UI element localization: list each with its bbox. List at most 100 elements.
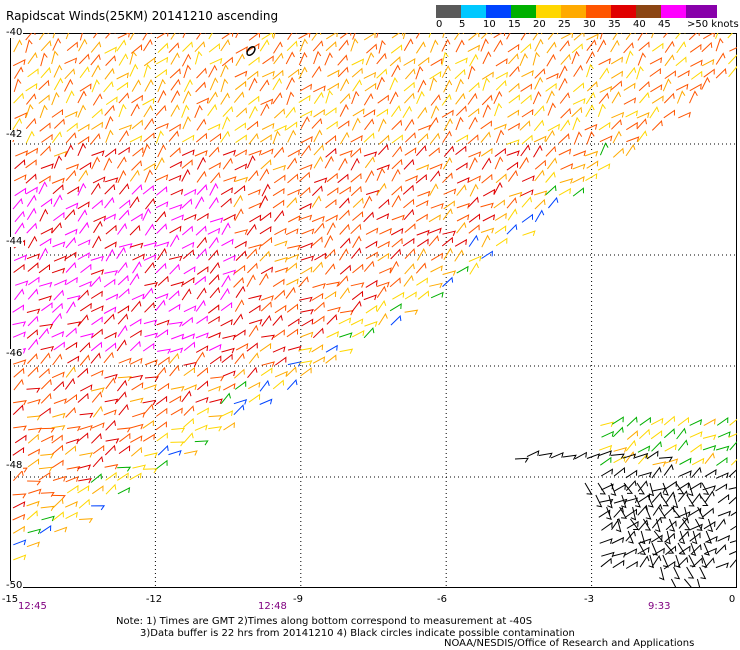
- wind-barb: [27, 480, 42, 486]
- wind-barb: [233, 329, 246, 338]
- wind-barb: [626, 430, 638, 440]
- wind-barb: [574, 451, 588, 460]
- wind-barb: [25, 39, 33, 53]
- wind-barb: [311, 33, 322, 41]
- wind-barb: [376, 108, 389, 117]
- wind-barb: [117, 427, 131, 433]
- wind-barb: [378, 118, 387, 132]
- wind-barb: [144, 261, 155, 274]
- wind-barb: [91, 199, 103, 210]
- wind-barb: [272, 278, 285, 288]
- wind-barb: [274, 304, 287, 314]
- wind-barb: [170, 78, 181, 91]
- wind-barb: [38, 33, 49, 41]
- wind-barb: [26, 387, 41, 393]
- wind-barb: [624, 548, 638, 556]
- wind-barb: [339, 237, 351, 249]
- wind-barb: [26, 415, 41, 421]
- wind-barb: [130, 213, 143, 222]
- wind-barb: [234, 208, 244, 221]
- wind-barb: [649, 106, 660, 119]
- wind-barb: [443, 79, 453, 93]
- wind-barb: [508, 94, 520, 104]
- wind-barb: [707, 518, 714, 533]
- wind-barb: [428, 235, 440, 247]
- wind-barb: [651, 542, 658, 556]
- wind-barb: [468, 213, 481, 223]
- wind-barb: [623, 482, 634, 494]
- wind-barb: [169, 395, 182, 404]
- wind-barb: [468, 224, 480, 234]
- wind-barb: [506, 161, 519, 171]
- wind-barb: [104, 183, 116, 195]
- wind-barb: [103, 81, 114, 93]
- wind-barb: [117, 274, 129, 286]
- wind-barb: [550, 451, 564, 459]
- wind-barb: [105, 471, 117, 481]
- wind-barb: [142, 33, 152, 41]
- wind-barb: [38, 367, 50, 378]
- wind-barb: [376, 213, 390, 221]
- wind-barb: [13, 378, 24, 391]
- wind-barb: [429, 163, 443, 170]
- wind-barb: [715, 483, 728, 492]
- wind-barb: [417, 124, 431, 131]
- wind-barb: [715, 33, 719, 39]
- wind-barb: [467, 65, 476, 80]
- wind-barb: [534, 38, 544, 52]
- wind-barb: [313, 315, 325, 325]
- wind-barb: [639, 91, 650, 104]
- wind-barb: [196, 184, 208, 195]
- wind-barb: [699, 494, 709, 506]
- wind-barb: [27, 235, 38, 249]
- wind-barb: [208, 426, 223, 432]
- wind-barb: [51, 50, 59, 65]
- wind-barb: [129, 33, 139, 41]
- wind-barb: [546, 53, 556, 67]
- wind-barb: [364, 118, 375, 131]
- wind-barb: [729, 441, 737, 451]
- wind-barb: [665, 520, 677, 531]
- wind-barb: [636, 112, 650, 119]
- wind-barb: [169, 263, 180, 275]
- wind-barb: [613, 506, 624, 518]
- wind-barb: [208, 332, 221, 339]
- wind-barb: [105, 293, 119, 301]
- wind-barb: [639, 416, 651, 426]
- wind-barb: [701, 554, 708, 568]
- wind-barb: [170, 104, 180, 117]
- wind-barb: [285, 106, 296, 119]
- wind-barb: [429, 183, 439, 196]
- wind-barb: [390, 105, 402, 117]
- wind-barb: [103, 409, 117, 416]
- wind-barb: [691, 457, 705, 466]
- lon-label: -3: [584, 594, 594, 605]
- wind-barb: [118, 243, 133, 249]
- legend-label: 10: [483, 19, 496, 30]
- wind-barb: [12, 321, 27, 327]
- wind-barb: [403, 57, 416, 66]
- wind-barb: [155, 395, 168, 405]
- wind-barb: [597, 163, 611, 171]
- wind-barb: [77, 201, 90, 210]
- wind-barb: [494, 225, 507, 234]
- wind-barb: [12, 331, 26, 338]
- wind-barb: [194, 275, 206, 286]
- wind-barb: [52, 353, 63, 366]
- wind-barb: [507, 208, 518, 221]
- credit-text: NOAA/NESDIS/Office of Research and Appli…: [444, 638, 695, 649]
- wind-barb: [598, 121, 611, 131]
- wind-barb: [38, 94, 50, 104]
- wind-barb: [248, 393, 261, 403]
- wind-barb: [183, 341, 196, 351]
- wind-barb: [155, 56, 169, 65]
- wind-barb: [51, 91, 60, 106]
- wind-barb: [40, 227, 54, 235]
- wind-barb: [468, 255, 482, 262]
- wind-barb: [26, 207, 37, 221]
- wind-barb: [663, 560, 676, 570]
- wind-barb: [703, 520, 716, 530]
- wind-barb: [77, 142, 87, 157]
- wind-barb: [468, 81, 480, 93]
- wind-barb: [717, 431, 731, 438]
